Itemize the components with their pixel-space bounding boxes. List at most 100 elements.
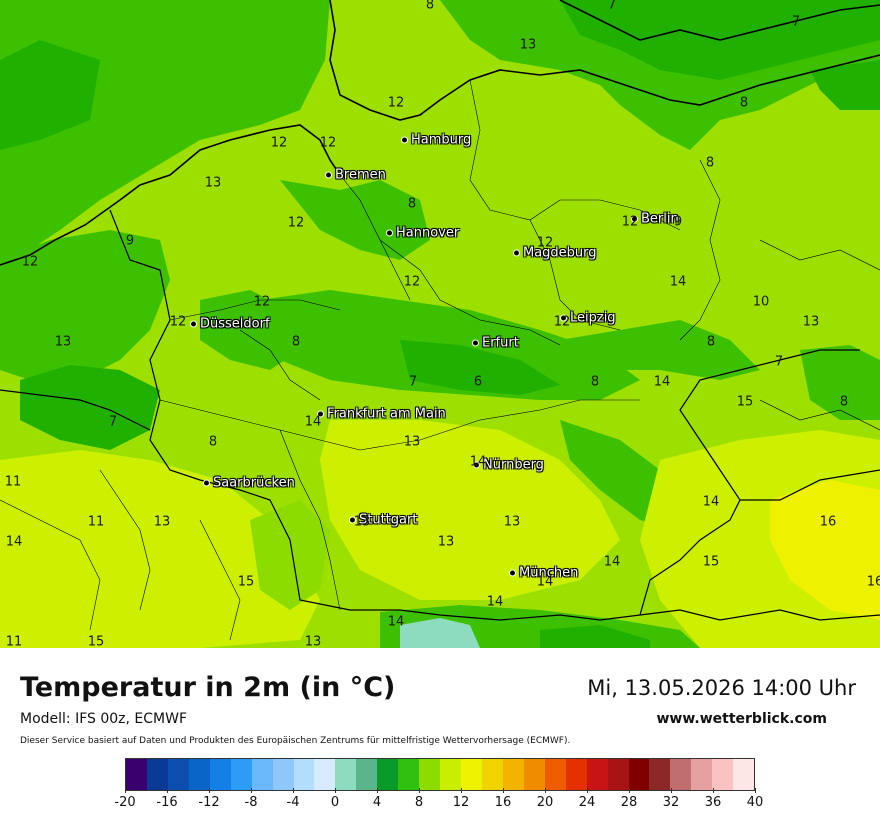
isoline-label: 12 [169,314,187,330]
city-label: München [519,565,579,581]
isoline-label: 13 [204,175,222,191]
isoline-label: 8 [839,394,849,410]
city-dot [203,479,210,487]
city-label: Düsseldorf [200,316,270,332]
colorbar-segment [377,759,399,790]
city-dot [631,215,638,223]
isoline-label: 11 [87,514,105,530]
city-dot [190,320,197,328]
colorbar-tick: 4 [362,788,392,810]
isoline-label: 7 [408,374,418,390]
colorbar-segment [167,759,189,790]
isoline-label: 7 [108,414,118,430]
isoline-label: 15 [702,554,720,570]
colorbar-segment [481,759,503,790]
temp-region-alps-cold [400,618,480,648]
colorbar-segment [440,759,461,790]
colorbar-segment [544,759,566,790]
colorbar-segment [356,759,378,790]
temp-region-east-border [800,345,880,420]
city-marker: Hamburg [401,133,471,148]
city-dot [560,314,567,322]
city-label: Nürnberg [483,457,544,473]
temp-region-rhine-west [0,230,170,380]
colorbar-tick-label: -8 [244,795,258,810]
isoline-label: 14 [702,494,720,510]
colorbar-tick: 20 [530,788,560,810]
isoline-label: 13 [519,37,537,53]
city-marker: Berlin [631,212,679,227]
temp-region-east-deep [810,60,880,110]
city-label: Leipzig [570,310,616,326]
colorbar-tick: -8 [236,788,266,810]
city-marker: München [509,566,578,581]
borders [0,209,880,621]
city-label: Hannover [396,225,460,241]
city-marker: Stuttgart [349,513,417,528]
temp-region-eifel-deep [20,365,160,450]
colorbar-tick-label: 20 [536,795,554,810]
colorbar-segment [628,759,650,790]
city-marker: Nürnberg [473,458,544,473]
colorbar-segment [461,759,482,790]
city-marker: Düsseldorf [190,317,270,332]
city-dot [401,136,408,144]
isoline-label: 14 [653,374,671,390]
colorbar-segment [272,759,294,790]
colorbar-segment [419,759,441,790]
city-label: Bremen [335,167,386,183]
isoline-label: 11 [4,474,22,490]
colorbar-segment [251,759,273,790]
city-label: Saarbrücken [213,475,295,491]
city-label: Magdeburg [523,245,597,261]
colorbar-segment [335,759,357,790]
isoline-label: 10 [752,294,770,310]
temp-region-thuringia-deep [400,340,560,395]
isoline-label: 12 [270,135,288,151]
colorbar-tick: 16 [488,788,518,810]
map-canvas [0,0,880,648]
isoline-label: 13 [353,514,371,530]
isoline-label: 12 [621,214,639,230]
isoline-label: 16 [866,574,880,590]
city-marker: Saarbrücken [203,476,295,491]
colorbar-segment [146,759,168,790]
city-dot [386,229,393,237]
colorbar-segment [691,759,713,790]
colorbar-tick-label: 0 [330,795,340,810]
isoline-label: 14 [669,274,687,290]
isoline-label: 11 [5,634,23,649]
isoline-label: 13 [503,514,521,530]
isoline-label: 8 [706,334,716,350]
isoline-label: 8 [407,196,417,212]
colorbar-segment [230,759,252,790]
colorbar-ticks: -20 -16 -12 -8 -4 0 4 8 12 16 20 24 28 32 36 40 [114,788,763,820]
temperature-colorbar [125,758,755,791]
colorbar-segment [502,759,524,790]
temp-region-erzgebirge [560,320,760,380]
map-title: Temperatur in 2m (in °C) [20,672,396,703]
site-link[interactable]: www.wetterblick.com [656,711,828,727]
colorbar-segment [565,759,587,790]
isoline-label: 15 [87,634,105,649]
isoline-label: 13 [403,434,421,450]
city-label: Erfurt [482,335,519,351]
isoline-label: 14 [603,554,621,570]
colorbar-tick-label: 4 [372,795,382,810]
city-dot [349,516,356,524]
temp-region-black-forest [250,500,330,610]
colorbar-segment [733,759,755,790]
isoline-label: 8 [425,0,435,13]
temp-region-northwest-deep [0,40,100,150]
isoline-label: 12 [553,314,571,330]
isoline-label: 12 [319,135,337,151]
temp-region-bavaria-yellow [320,420,620,600]
isoline-label: 13 [54,334,72,350]
isoline-label: 12 [287,215,305,231]
colorbar-segment [188,759,210,790]
colorbar-segment [398,759,420,790]
colorbar-tick: 0 [320,788,350,810]
isoline-label: 13 [437,534,455,550]
city-dot [513,249,520,257]
colorbar-tick-label: -12 [198,795,220,810]
